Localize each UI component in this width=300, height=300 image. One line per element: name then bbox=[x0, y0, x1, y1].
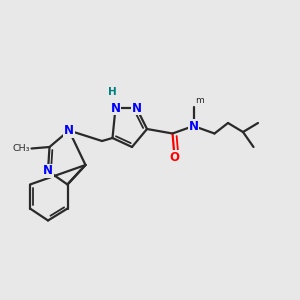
Text: N: N bbox=[131, 101, 142, 115]
Text: N: N bbox=[64, 124, 74, 137]
Text: N: N bbox=[43, 164, 53, 178]
Text: O: O bbox=[169, 151, 180, 164]
Text: CH₃: CH₃ bbox=[13, 144, 30, 153]
Text: N: N bbox=[188, 119, 199, 133]
Text: N: N bbox=[110, 101, 121, 115]
Text: m: m bbox=[195, 96, 204, 105]
Text: H: H bbox=[108, 87, 117, 97]
